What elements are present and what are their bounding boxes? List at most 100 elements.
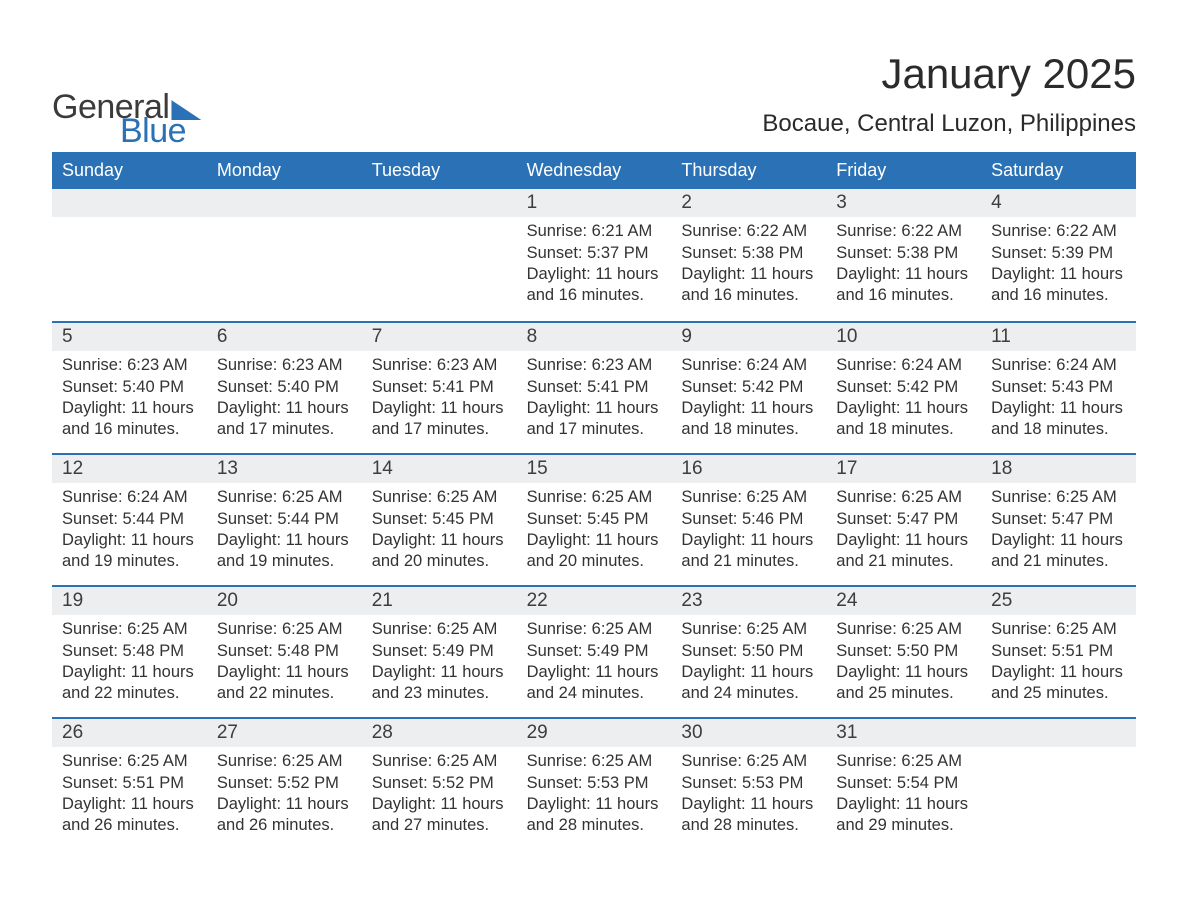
- sunset-line: Sunset: 5:40 PM: [217, 377, 352, 398]
- day-number: 27: [207, 719, 362, 747]
- page-header: General Blue January 2025 Bocaue, Centra…: [52, 52, 1136, 148]
- daylight-line: Daylight: 11 hours and 21 minutes.: [991, 530, 1126, 572]
- sunrise-line: Sunrise: 6:25 AM: [217, 619, 352, 640]
- sunrise-line: Sunrise: 6:25 AM: [372, 487, 507, 508]
- sunrise-line: Sunrise: 6:22 AM: [991, 221, 1126, 242]
- day-number: 30: [671, 719, 826, 747]
- calendar-day: 8Sunrise: 6:23 AMSunset: 5:41 PMDaylight…: [517, 323, 672, 453]
- daylight-line: Daylight: 11 hours and 24 minutes.: [527, 662, 662, 704]
- daylight-line: Daylight: 11 hours and 28 minutes.: [527, 794, 662, 836]
- daylight-line: Daylight: 11 hours and 26 minutes.: [217, 794, 352, 836]
- calendar-week: 5Sunrise: 6:23 AMSunset: 5:40 PMDaylight…: [52, 321, 1136, 453]
- calendar-page: General Blue January 2025 Bocaue, Centra…: [0, 0, 1188, 918]
- day-number: 5: [52, 323, 207, 351]
- daylight-line: Daylight: 11 hours and 20 minutes.: [527, 530, 662, 572]
- daylight-line: Daylight: 11 hours and 17 minutes.: [527, 398, 662, 440]
- sunset-line: Sunset: 5:38 PM: [681, 243, 816, 264]
- sunrise-line: Sunrise: 6:24 AM: [62, 487, 197, 508]
- daylight-line: Daylight: 11 hours and 26 minutes.: [62, 794, 197, 836]
- day-number: 31: [826, 719, 981, 747]
- daylight-line: Daylight: 11 hours and 16 minutes.: [681, 264, 816, 306]
- day-number: 29: [517, 719, 672, 747]
- sunrise-line: Sunrise: 6:25 AM: [681, 619, 816, 640]
- daylight-line: Daylight: 11 hours and 18 minutes.: [836, 398, 971, 440]
- day-number: 22: [517, 587, 672, 615]
- calendar-day: 17Sunrise: 6:25 AMSunset: 5:47 PMDayligh…: [826, 455, 981, 585]
- calendar-day: 1 Sunrise: 6:21 AMSunset: 5:37 PMDaylight…: [517, 189, 672, 321]
- sunrise-line: Sunrise: 6:25 AM: [372, 619, 507, 640]
- calendar-day: 30Sunrise: 6:25 AMSunset: 5:53 PMDayligh…: [671, 719, 826, 849]
- calendar-day: 2Sunrise: 6:22 AMSunset: 5:38 PMDaylight…: [671, 189, 826, 321]
- calendar-week: 12Sunrise: 6:24 AMSunset: 5:44 PMDayligh…: [52, 453, 1136, 585]
- day-number: [981, 719, 1136, 747]
- daylight-line: Daylight: 11 hours and 16 minutes.: [527, 264, 662, 306]
- sunset-line: Sunset: 5:48 PM: [217, 641, 352, 662]
- sunrise-line: Sunrise: 6:24 AM: [991, 355, 1126, 376]
- sunrise-line: Sunrise: 6:23 AM: [62, 355, 197, 376]
- daylight-line: Daylight: 11 hours and 16 minutes.: [836, 264, 971, 306]
- sunrise-line: Sunrise: 6:21 AM: [527, 221, 662, 242]
- calendar-day: 11Sunrise: 6:24 AMSunset: 5:43 PMDayligh…: [981, 323, 1136, 453]
- sunset-line: Sunset: 5:37 PM: [527, 243, 662, 264]
- calendar-day: 15Sunrise: 6:25 AMSunset: 5:45 PMDayligh…: [517, 455, 672, 585]
- calendar-day: 20 Sunrise: 6:25 AMSunset: 5:48 PMDayligh…: [207, 587, 362, 717]
- daylight-line: Daylight: 11 hours and 17 minutes.: [217, 398, 352, 440]
- dow-cell: Wednesday: [517, 152, 672, 189]
- day-number: 14: [362, 455, 517, 483]
- title-block: January 2025 Bocaue, Central Luzon, Phil…: [762, 52, 1136, 148]
- sunrise-line: Sunrise: 6:25 AM: [527, 751, 662, 772]
- sunset-line: Sunset: 5:43 PM: [991, 377, 1126, 398]
- calendar-day: [52, 189, 207, 321]
- calendar-week: 19Sunrise: 6:25 AMSunset: 5:48 PMDayligh…: [52, 585, 1136, 717]
- dow-cell: Friday: [826, 152, 981, 189]
- daylight-line: Daylight: 11 hours and 19 minutes.: [62, 530, 197, 572]
- sunset-line: Sunset: 5:44 PM: [62, 509, 197, 530]
- sunset-line: Sunset: 5:52 PM: [372, 773, 507, 794]
- calendar-day: 21Sunrise: 6:25 AMSunset: 5:49 PMDayligh…: [362, 587, 517, 717]
- day-number: 19: [52, 587, 207, 615]
- calendar-day: 24Sunrise: 6:25 AMSunset: 5:50 PMDayligh…: [826, 587, 981, 717]
- day-number: 7: [362, 323, 517, 351]
- day-number: 16: [671, 455, 826, 483]
- daylight-line: Daylight: 11 hours and 28 minutes.: [681, 794, 816, 836]
- calendar-week: 1Sunrise: 6:21 AMSunset: 5:37 PMDaylight…: [52, 189, 1136, 321]
- calendar-day: 26Sunrise: 6:25 AMSunset: 5:51 PMDayligh…: [52, 719, 207, 849]
- calendar-day: 31Sunrise: 6:25 AMSunset: 5:54 PMDayligh…: [826, 719, 981, 849]
- daylight-line: Daylight: 11 hours and 18 minutes.: [991, 398, 1126, 440]
- calendar-body: 1Sunrise: 6:21 AMSunset: 5:37 PMDaylight…: [52, 189, 1136, 849]
- day-number: 2: [671, 189, 826, 217]
- daylight-line: Daylight: 11 hours and 20 minutes.: [372, 530, 507, 572]
- calendar-day: 6 Sunrise: 6:23 AMSunset: 5:40 PMDaylight…: [207, 323, 362, 453]
- sunrise-line: Sunrise: 6:25 AM: [681, 751, 816, 772]
- daylight-line: Daylight: 11 hours and 25 minutes.: [991, 662, 1126, 704]
- day-number: 20: [207, 587, 362, 615]
- calendar-day: 14Sunrise: 6:25 AMSunset: 5:45 PMDayligh…: [362, 455, 517, 585]
- sunrise-line: Sunrise: 6:23 AM: [217, 355, 352, 376]
- sunset-line: Sunset: 5:39 PM: [991, 243, 1126, 264]
- daylight-line: Daylight: 11 hours and 21 minutes.: [836, 530, 971, 572]
- calendar-day: [362, 189, 517, 321]
- sunset-line: Sunset: 5:50 PM: [836, 641, 971, 662]
- day-number: 4: [981, 189, 1136, 217]
- sunset-line: Sunset: 5:51 PM: [62, 773, 197, 794]
- sunrise-line: Sunrise: 6:25 AM: [681, 487, 816, 508]
- sunset-line: Sunset: 5:47 PM: [991, 509, 1126, 530]
- sunset-line: Sunset: 5:50 PM: [681, 641, 816, 662]
- daylight-line: Daylight: 11 hours and 16 minutes.: [62, 398, 197, 440]
- day-number: 25: [981, 587, 1136, 615]
- day-number: 1: [517, 189, 672, 217]
- daylight-line: Daylight: 11 hours and 22 minutes.: [217, 662, 352, 704]
- brand-triangle-icon: [171, 100, 201, 120]
- sunrise-line: Sunrise: 6:25 AM: [836, 487, 971, 508]
- day-number: 6: [207, 323, 362, 351]
- sunset-line: Sunset: 5:49 PM: [372, 641, 507, 662]
- day-of-week-header: SundayMondayTuesdayWednesdayThursdayFrid…: [52, 152, 1136, 189]
- calendar-day: 28Sunrise: 6:25 AMSunset: 5:52 PMDayligh…: [362, 719, 517, 849]
- sunrise-line: Sunrise: 6:25 AM: [991, 487, 1126, 508]
- dow-cell: Monday: [207, 152, 362, 189]
- day-number: 23: [671, 587, 826, 615]
- sunrise-line: Sunrise: 6:25 AM: [527, 619, 662, 640]
- calendar-day: 9Sunrise: 6:24 AMSunset: 5:42 PMDaylight…: [671, 323, 826, 453]
- dow-cell: Saturday: [981, 152, 1136, 189]
- day-number: 13: [207, 455, 362, 483]
